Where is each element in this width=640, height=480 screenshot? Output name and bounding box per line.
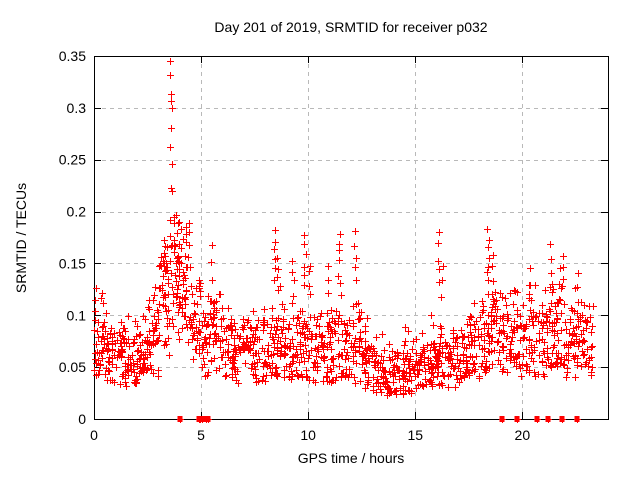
zero-value-marker [559, 416, 565, 422]
x-tick-label: 20 [515, 427, 531, 443]
data-points [91, 58, 597, 423]
zero-value-marker [574, 416, 580, 422]
y-axis-label: SRMTID / TECUs [13, 182, 29, 294]
plot-border [94, 56, 609, 420]
x-tick-label: 5 [197, 427, 205, 443]
y-tick-label: 0.35 [59, 48, 86, 64]
y-tick-label: 0.25 [59, 152, 86, 168]
zero-value-marker [534, 416, 540, 422]
zero-value-marker [499, 416, 505, 422]
zero-value-marker [205, 416, 211, 422]
x-axis-label: GPS time / hours [297, 450, 405, 466]
zero-value-marker [545, 416, 551, 422]
y-tick-label: 0.15 [59, 255, 86, 271]
axis-ticks [94, 56, 608, 420]
zero-value-marker [514, 416, 520, 422]
x-tick-label: 0 [90, 427, 98, 443]
zero-value-marker [199, 416, 205, 422]
y-tick-label: 0.2 [67, 204, 87, 220]
y-tick-label: 0.3 [67, 100, 87, 116]
x-tick-label: 10 [300, 427, 316, 443]
x-tick-label: 15 [407, 427, 423, 443]
zero-value-marker [177, 416, 183, 422]
chart-title: Day 201 of 2019, SRMTID for receiver p03… [214, 19, 488, 35]
y-tick-label: 0 [78, 411, 86, 427]
y-tick-label: 0.05 [59, 359, 86, 375]
y-tick-label: 0.1 [67, 307, 87, 323]
